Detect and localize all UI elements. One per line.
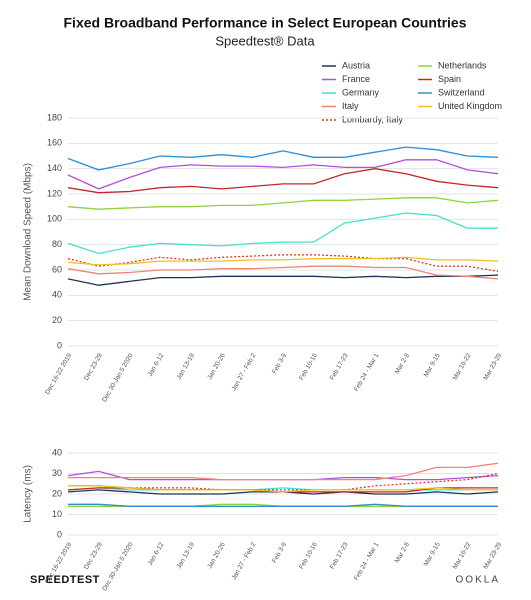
x-tick-label: Jan 20-26 xyxy=(206,541,227,570)
legend-label: Spain xyxy=(438,74,461,84)
y-tick-label: 30 xyxy=(52,468,62,478)
series-line xyxy=(67,168,499,194)
y-tick-label: 10 xyxy=(52,509,62,519)
x-tick-label: Feb 10-16 xyxy=(298,541,319,570)
x-tick-label: Mar 23-29 xyxy=(482,541,503,570)
x-tick-label: Jan 6-12 xyxy=(147,541,166,567)
series-line xyxy=(68,503,498,507)
x-tick-label: Jan 6-12 xyxy=(147,352,166,378)
x-tick-label: Jan 13-19 xyxy=(176,541,197,570)
y-tick-label: 40 xyxy=(52,447,62,457)
x-tick-label: Dec 30-Jan 5 2020 xyxy=(101,541,135,592)
series-line xyxy=(68,485,498,493)
series-line xyxy=(67,212,498,255)
y-tick-label: 60 xyxy=(52,264,62,274)
x-tick-label: Feb 10-16 xyxy=(298,352,319,381)
x-tick-label: Feb 17-23 xyxy=(329,352,350,381)
x-tick-label: Jan 20-26 xyxy=(206,352,227,381)
series-line xyxy=(67,256,499,266)
legend-label: United Kingdom xyxy=(438,101,502,111)
y-tick-label: 80 xyxy=(52,239,62,249)
y-axis-title: Mean Download Speed (Mbps) xyxy=(23,163,34,301)
y-tick-label: 0 xyxy=(57,529,62,539)
x-tick-label: Mar 2-8 xyxy=(394,352,411,375)
x-tick-label: Jan 27 - Feb 2 xyxy=(230,541,257,581)
x-tick-label: Feb 3-9 xyxy=(271,352,288,375)
x-tick-label: Mar 9-15 xyxy=(423,352,442,378)
x-tick-label: Dec 16-22 2019 xyxy=(44,352,73,396)
series-line xyxy=(67,470,499,481)
x-tick-label: Dec 30-Jan 5 2020 xyxy=(101,352,135,403)
series-line xyxy=(67,254,499,272)
x-tick-label: Mar 23-29 xyxy=(482,352,503,381)
legend-label: Germany xyxy=(342,87,380,97)
x-tick-label: Feb 24 - Mar 1 xyxy=(353,352,381,393)
x-tick-label: Feb 24 - Mar 1 xyxy=(353,541,381,582)
series-line xyxy=(67,274,499,286)
y-tick-label: 180 xyxy=(47,112,62,122)
legend-label: Switzerland xyxy=(438,87,485,97)
y-tick-label: 0 xyxy=(57,340,62,350)
footer-logo: SPEEDTEST xyxy=(30,574,100,586)
x-tick-label: Mar 16-22 xyxy=(452,541,473,570)
y-tick-label: 120 xyxy=(47,188,62,198)
legend-label: Austria xyxy=(342,60,370,70)
series-line xyxy=(67,146,499,171)
x-tick-label: Dec 23-29 xyxy=(83,541,104,571)
series-line xyxy=(67,487,498,491)
x-tick-label: Mar 9-15 xyxy=(423,541,442,567)
x-tick-label: Mar 16-22 xyxy=(452,352,473,381)
legend-label: Netherlands xyxy=(438,60,487,70)
y-tick-label: 20 xyxy=(52,488,62,498)
footer-brand: OOKLA xyxy=(456,575,500,586)
chart-title: Fixed Broadband Performance in Select Eu… xyxy=(64,15,467,31)
y-tick-label: 20 xyxy=(52,315,62,325)
x-tick-label: Feb 17-23 xyxy=(329,541,350,570)
y-tick-label: 100 xyxy=(47,214,62,224)
legend-label: Lombardy, Italy xyxy=(342,114,403,124)
y-axis-title: Latency (ms) xyxy=(23,465,34,523)
chart-subtitle: Speedtest® Data xyxy=(215,33,315,48)
y-tick-label: 160 xyxy=(47,138,62,148)
y-tick-label: 140 xyxy=(47,163,62,173)
x-tick-label: Feb 3-9 xyxy=(271,541,288,564)
x-tick-label: Dec 23-29 xyxy=(83,352,104,382)
series-line xyxy=(67,159,499,190)
x-tick-label: Jan 27 - Feb 2 xyxy=(230,352,257,392)
legend-label: Italy xyxy=(342,101,359,111)
legend-label: France xyxy=(342,74,370,84)
y-tick-label: 40 xyxy=(52,290,62,300)
x-tick-label: Mar 2-8 xyxy=(394,541,411,564)
series-line xyxy=(68,462,499,481)
series-line xyxy=(67,197,499,210)
x-tick-label: Jan 13-19 xyxy=(176,352,197,381)
series-line xyxy=(67,265,499,280)
